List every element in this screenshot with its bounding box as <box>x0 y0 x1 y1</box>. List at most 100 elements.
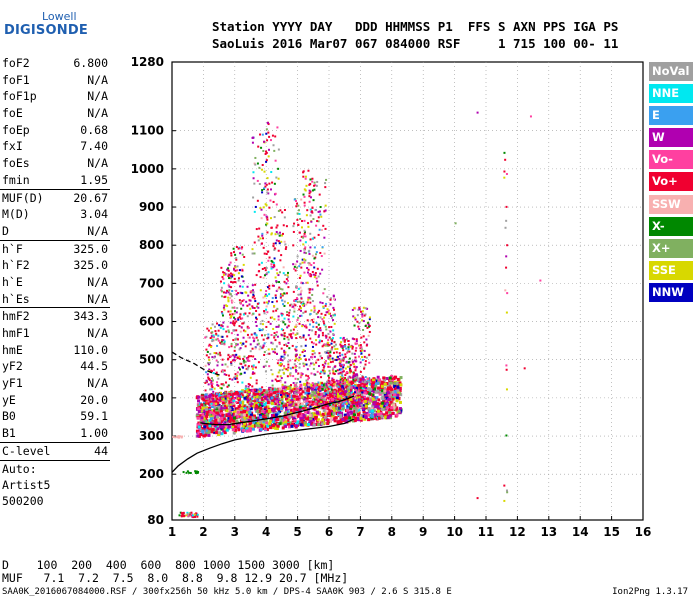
echo-point <box>310 319 313 322</box>
echo-point <box>279 380 282 383</box>
echo-point <box>322 392 325 395</box>
echo-point <box>267 408 271 412</box>
echo-point <box>352 378 356 382</box>
echo-point <box>253 424 257 428</box>
y-tick-label: 700 <box>139 276 164 290</box>
echo-point <box>246 304 249 307</box>
echo-point <box>205 348 208 351</box>
echo-point <box>228 273 231 276</box>
y-tick-label: 200 <box>139 467 164 481</box>
echo-point <box>237 428 241 432</box>
echo-point <box>277 148 280 151</box>
echo-point <box>363 341 366 344</box>
echo-point <box>204 336 207 339</box>
echo-point <box>283 365 286 368</box>
echo-point <box>229 293 232 296</box>
echo-point <box>286 326 289 329</box>
echo-point <box>309 208 312 211</box>
echo-point <box>290 303 293 306</box>
echo-point <box>352 374 355 377</box>
echo-point <box>320 215 323 218</box>
echo-point <box>224 403 228 407</box>
echo-point <box>374 413 378 417</box>
echo-point <box>230 408 234 412</box>
echo-point <box>303 248 306 251</box>
echo-point <box>391 411 395 415</box>
echo-point <box>242 304 245 307</box>
echo-point <box>212 397 215 400</box>
echo-point <box>287 318 290 321</box>
echo-point <box>215 409 219 413</box>
echo-point <box>378 392 382 396</box>
echo-point <box>345 338 348 341</box>
echo-point <box>216 427 220 431</box>
echo-point <box>209 414 213 418</box>
echo-point <box>385 381 389 385</box>
echo-point <box>202 417 206 421</box>
echo-point <box>275 300 278 303</box>
echo-point <box>227 329 230 332</box>
echo-point <box>322 366 325 369</box>
echo-point <box>270 401 274 405</box>
echo-point <box>291 366 294 369</box>
echo-point <box>302 413 306 417</box>
echo-point <box>265 421 269 425</box>
echo-point <box>254 321 257 324</box>
echo-point <box>187 515 190 518</box>
echo-point <box>328 326 331 329</box>
echo-point <box>217 339 220 342</box>
echo-point <box>297 293 300 296</box>
echo-point <box>336 355 339 358</box>
echo-point <box>253 182 256 185</box>
echo-point <box>368 383 371 386</box>
echo-point <box>261 414 265 418</box>
echo-point <box>367 407 371 411</box>
echo-point <box>216 384 219 387</box>
echo-point <box>293 198 296 201</box>
echo-point <box>268 182 271 185</box>
echo-point <box>234 425 238 429</box>
echo-point <box>264 295 267 298</box>
echo-point <box>295 403 298 406</box>
echo-point <box>283 343 286 346</box>
echo-point <box>221 370 224 373</box>
echo-point <box>261 133 264 136</box>
echo-point <box>230 295 233 298</box>
echo-point <box>238 299 241 302</box>
echo-point <box>283 411 287 415</box>
echo-point <box>300 289 303 292</box>
echo-point <box>310 372 313 375</box>
echo-point <box>267 392 271 396</box>
echo-point <box>305 281 308 284</box>
echo-point <box>329 390 332 393</box>
echo-point <box>338 403 341 406</box>
echo-point <box>261 405 264 408</box>
echo-point <box>209 388 212 391</box>
echo-point <box>272 144 275 147</box>
echo-point <box>274 135 277 138</box>
echo-point <box>259 403 263 407</box>
echo-point <box>228 393 232 397</box>
echo-point <box>326 295 329 298</box>
echo-point <box>331 379 334 382</box>
echo-point <box>302 243 305 246</box>
echo-point <box>207 401 210 404</box>
echo-point <box>352 408 356 412</box>
echo-point <box>212 335 215 338</box>
echo-point <box>346 365 349 368</box>
echo-point <box>247 355 250 358</box>
echo-point <box>290 336 293 339</box>
echo-point <box>340 381 343 384</box>
echo-point <box>210 430 214 434</box>
echo-point <box>299 315 302 318</box>
echo-point <box>340 411 344 415</box>
echo-point <box>367 377 370 380</box>
echo-point <box>353 372 356 375</box>
echo-point <box>304 385 307 388</box>
echo-point <box>344 377 347 380</box>
echo-point <box>298 212 301 215</box>
echo-point <box>308 249 311 252</box>
echo-point <box>206 426 210 430</box>
echo-point <box>225 304 228 307</box>
echo-point <box>291 403 295 407</box>
